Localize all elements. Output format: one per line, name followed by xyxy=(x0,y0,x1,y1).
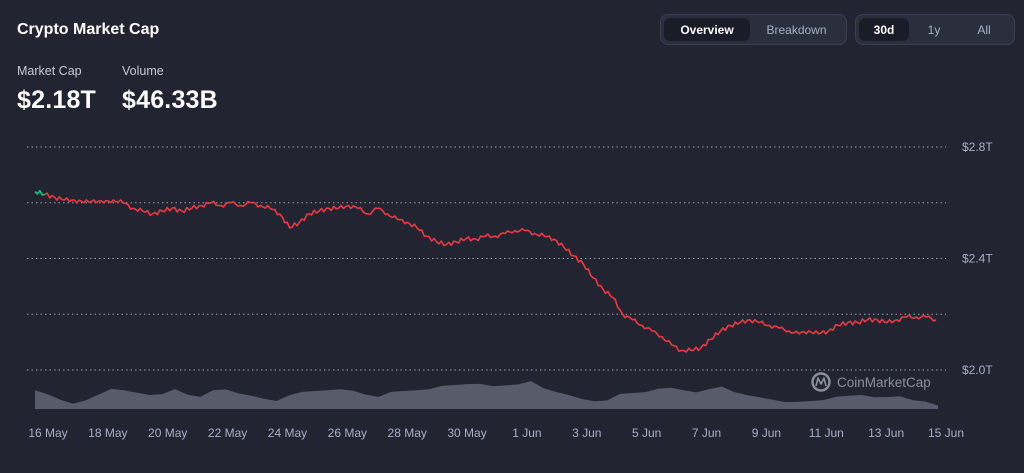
y-axis-labels: $2.0T $2.4T $2.8T xyxy=(962,140,993,377)
y-tick-label: $2.0T xyxy=(962,363,993,377)
overview-tab[interactable]: Overview xyxy=(664,18,750,41)
x-tick-label: 26 May xyxy=(328,426,367,440)
volume-label: Volume xyxy=(122,64,164,78)
range-1y-button[interactable]: 1y xyxy=(927,22,941,37)
watermark-text: CoinMarketCap xyxy=(837,375,931,390)
volume-stat: Volume $46.33B xyxy=(122,64,218,115)
x-tick-label: 16 May xyxy=(28,426,67,440)
x-axis-labels: 16 May 18 May 20 May 22 May 24 May 26 May 28 M… xyxy=(28,426,964,440)
x-tick-label: 5 Jun xyxy=(632,426,661,440)
y-tick-label: $2.4T xyxy=(962,252,993,266)
price-line-up-segment xyxy=(34,190,45,196)
x-tick-label: 15 Jun xyxy=(928,426,964,440)
view-toggle: Overview Breakdown xyxy=(660,14,847,45)
x-tick-label: 7 Jun xyxy=(692,426,721,440)
x-tick-label: 18 May xyxy=(88,426,127,440)
x-tick-label: 1 Jun xyxy=(512,426,541,440)
x-tick-label: 3 Jun xyxy=(572,426,601,440)
x-tick-label: 11 Jun xyxy=(809,426,844,440)
x-tick-label: 20 May xyxy=(148,426,187,440)
range-30d-button[interactable]: 30d xyxy=(859,18,909,41)
range-all-button[interactable]: All xyxy=(977,22,991,37)
breakdown-tab[interactable]: Breakdown xyxy=(766,22,827,37)
x-tick-label: 13 Jun xyxy=(868,426,904,440)
range-toggle: 30d 1y All xyxy=(855,14,1015,45)
coinmarketcap-logo-icon xyxy=(811,372,831,392)
watermark: CoinMarketCap xyxy=(811,372,931,392)
x-tick-label: 24 May xyxy=(268,426,307,440)
volume-area-shape xyxy=(35,381,938,409)
page-title: Crypto Market Cap xyxy=(17,21,160,38)
price-line xyxy=(34,190,937,353)
x-tick-label: 9 Jun xyxy=(752,426,781,440)
grid-lines xyxy=(27,146,946,371)
market-cap-stat: Market Cap $2.18T xyxy=(17,64,96,115)
x-tick-label: 22 May xyxy=(208,426,247,440)
market-cap-value: $2.18T xyxy=(17,86,97,114)
volume-value: $46.33B xyxy=(122,86,218,114)
price-line-down-segment xyxy=(44,192,937,353)
x-tick-label: 28 May xyxy=(388,426,427,440)
x-tick-label: 30 May xyxy=(447,426,486,440)
volume-area xyxy=(35,381,938,409)
y-tick-label: $2.8T xyxy=(962,140,993,154)
market-cap-label: Market Cap xyxy=(17,64,82,78)
